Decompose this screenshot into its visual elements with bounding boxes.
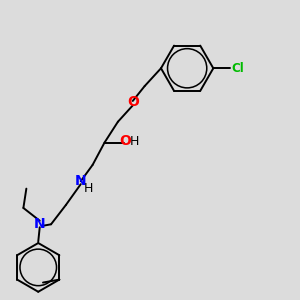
Text: O: O (119, 134, 131, 148)
Text: H: H (83, 182, 93, 195)
Text: N: N (34, 217, 46, 231)
Text: Cl: Cl (231, 62, 244, 75)
Text: N: N (75, 174, 87, 188)
Text: H: H (130, 136, 140, 148)
Text: O: O (127, 95, 139, 109)
